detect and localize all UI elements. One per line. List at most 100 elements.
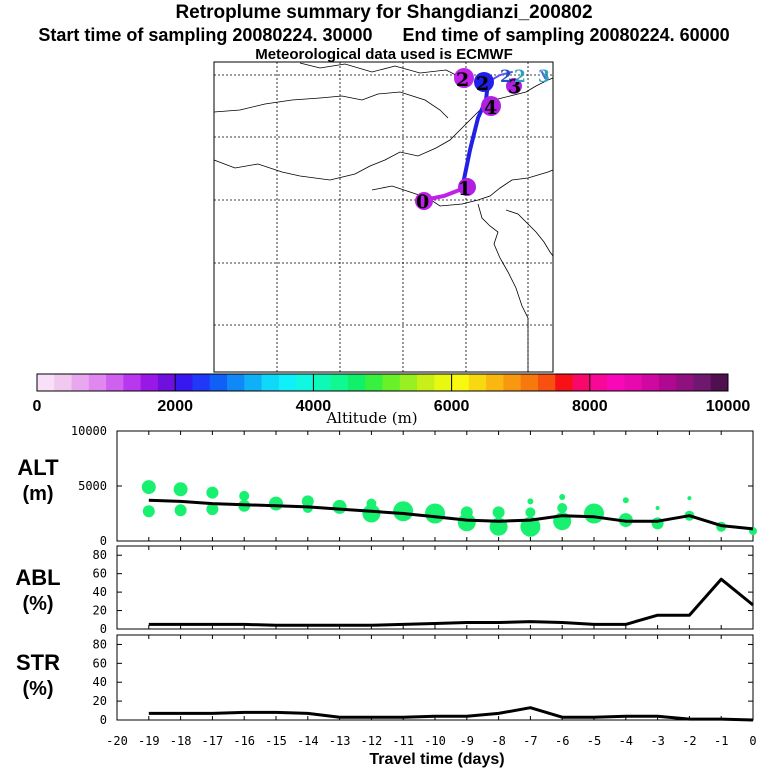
colorbar-swatch bbox=[589, 374, 608, 391]
colorbar-swatch bbox=[296, 374, 314, 391]
x-tick-label: -11 bbox=[392, 734, 414, 748]
colorbar-swatch bbox=[347, 374, 366, 391]
colorbar-swatch bbox=[192, 374, 211, 391]
colorbar-swatch bbox=[710, 374, 729, 391]
x-tick-label: -7 bbox=[523, 734, 537, 748]
colorbar-swatch bbox=[693, 374, 712, 391]
map-panel: 0 1 2 2 3 4 2 2 3 bbox=[213, 61, 554, 373]
plume-cluster-point bbox=[425, 503, 445, 524]
colorbar-swatch bbox=[261, 374, 280, 391]
plume-cluster-point bbox=[492, 506, 505, 519]
panel-ylabel: (m) bbox=[22, 483, 53, 505]
panel-alt: ALT (m) 10000 5000 0 bbox=[17, 424, 757, 548]
colorbar-swatch bbox=[278, 374, 297, 391]
colorbar-swatch bbox=[486, 374, 504, 391]
y-tick-label: 80 bbox=[93, 637, 107, 651]
y-tick-label: 40 bbox=[93, 585, 107, 599]
plume-cluster-point bbox=[206, 503, 219, 516]
trajectory-label: 2 bbox=[514, 67, 526, 87]
colorbar-swatch bbox=[624, 374, 643, 391]
x-tick-label: -4 bbox=[619, 734, 633, 748]
trajectory-label: 3 bbox=[508, 76, 521, 98]
colorbar-swatch bbox=[399, 374, 418, 391]
plume-marker bbox=[481, 96, 501, 116]
start-time-label: Start time of sampling 20080224. 30000 bbox=[38, 25, 373, 45]
plume-cluster-point bbox=[584, 503, 604, 524]
x-tick-label: -9 bbox=[460, 734, 474, 748]
colorbar-swatch bbox=[209, 374, 228, 391]
x-tick-label: -19 bbox=[138, 734, 160, 748]
trajectory-label: 3 bbox=[538, 67, 550, 87]
colorbar-swatch bbox=[607, 374, 625, 391]
series-line-alt bbox=[148, 498, 754, 531]
x-tick-label: -1 bbox=[714, 734, 728, 748]
y-tick-label: 20 bbox=[93, 604, 107, 618]
plume-cluster-point bbox=[173, 482, 188, 497]
series-line-str bbox=[148, 706, 754, 722]
colorbar-swatch bbox=[417, 374, 435, 391]
sampling-times: Start time of sampling 20080224. 30000 En… bbox=[0, 25, 768, 46]
met-data-label: Meteorological data used is ECMWF bbox=[255, 46, 513, 63]
colorbar-swatch bbox=[175, 374, 193, 391]
plume-cluster-point bbox=[206, 486, 219, 499]
colorbar-swatch bbox=[140, 374, 159, 391]
plume-cluster-point bbox=[269, 496, 283, 511]
x-tick-label: -2 bbox=[682, 734, 696, 748]
plume-cluster-point bbox=[457, 513, 476, 532]
plume-cluster-point bbox=[142, 505, 155, 518]
panel-ylabel: STR bbox=[16, 650, 60, 675]
colorbar-tick-label: 0 bbox=[33, 398, 42, 415]
y-tick-label: 5000 bbox=[78, 479, 107, 493]
colorbar-swatch bbox=[555, 374, 574, 391]
plume-cluster-point bbox=[557, 503, 568, 513]
colorbar-swatch bbox=[382, 374, 401, 391]
trajectory-labels: 0 1 2 2 3 4 2 2 3 bbox=[416, 67, 550, 213]
panel-ylabel: ALT bbox=[17, 455, 59, 480]
plume-cluster-point bbox=[687, 496, 692, 501]
colorbar-swatch bbox=[451, 374, 470, 391]
plume-marker bbox=[415, 192, 433, 210]
plume-cluster-point bbox=[332, 499, 347, 514]
colorbar-tick-label: 4000 bbox=[296, 398, 332, 415]
plume-marker bbox=[458, 178, 476, 196]
x-tick-label: -5 bbox=[587, 734, 601, 748]
colorbar-swatch bbox=[157, 374, 176, 391]
colorbar-swatch bbox=[37, 374, 55, 391]
x-tick-label: -16 bbox=[233, 734, 255, 748]
colorbar-swatch bbox=[227, 374, 245, 391]
colorbar-swatch bbox=[641, 374, 660, 391]
colorbar-label: Altitude (m) bbox=[325, 409, 417, 427]
colorbar-swatch bbox=[520, 374, 539, 391]
colorbar-swatch bbox=[503, 374, 522, 391]
x-tick-label: -17 bbox=[202, 734, 224, 748]
x-tick-label: -13 bbox=[329, 734, 351, 748]
y-tick-label: 80 bbox=[93, 548, 107, 562]
colorbar-tick-label: 10000 bbox=[706, 398, 751, 415]
plume-cluster-point bbox=[622, 497, 629, 504]
y-tick-label: 20 bbox=[93, 694, 107, 708]
colorbar-tick-label: 2000 bbox=[157, 398, 193, 415]
trajectory-label: 2 bbox=[476, 73, 489, 95]
x-tick-label: -12 bbox=[361, 734, 383, 748]
colorbar-swatch bbox=[658, 374, 677, 391]
y-tick-label: 60 bbox=[93, 656, 107, 670]
trajectory-label: 1 bbox=[458, 178, 471, 200]
panel-ylabel: ABL bbox=[15, 565, 60, 590]
colorbar-swatch bbox=[537, 374, 556, 391]
plume-cluster-point bbox=[393, 501, 414, 522]
x-tick-label: -3 bbox=[650, 734, 664, 748]
colorbar-swatch bbox=[54, 374, 73, 391]
plume-cluster-point bbox=[239, 490, 250, 501]
y-tick-label: 0 bbox=[100, 622, 107, 636]
panel-ylabel: (%) bbox=[22, 593, 53, 615]
colorbar-swatch bbox=[572, 374, 591, 391]
colorbar-tick-label: 8000 bbox=[572, 398, 608, 415]
chart-title: Retroplume summary for Shangdianzi_20080… bbox=[175, 2, 593, 23]
trajectory-markers bbox=[415, 68, 522, 210]
plume-cluster-point bbox=[527, 498, 534, 505]
y-tick-label: 10000 bbox=[71, 424, 107, 438]
colorbar-swatch bbox=[71, 374, 90, 391]
series-line-abl bbox=[148, 577, 754, 627]
